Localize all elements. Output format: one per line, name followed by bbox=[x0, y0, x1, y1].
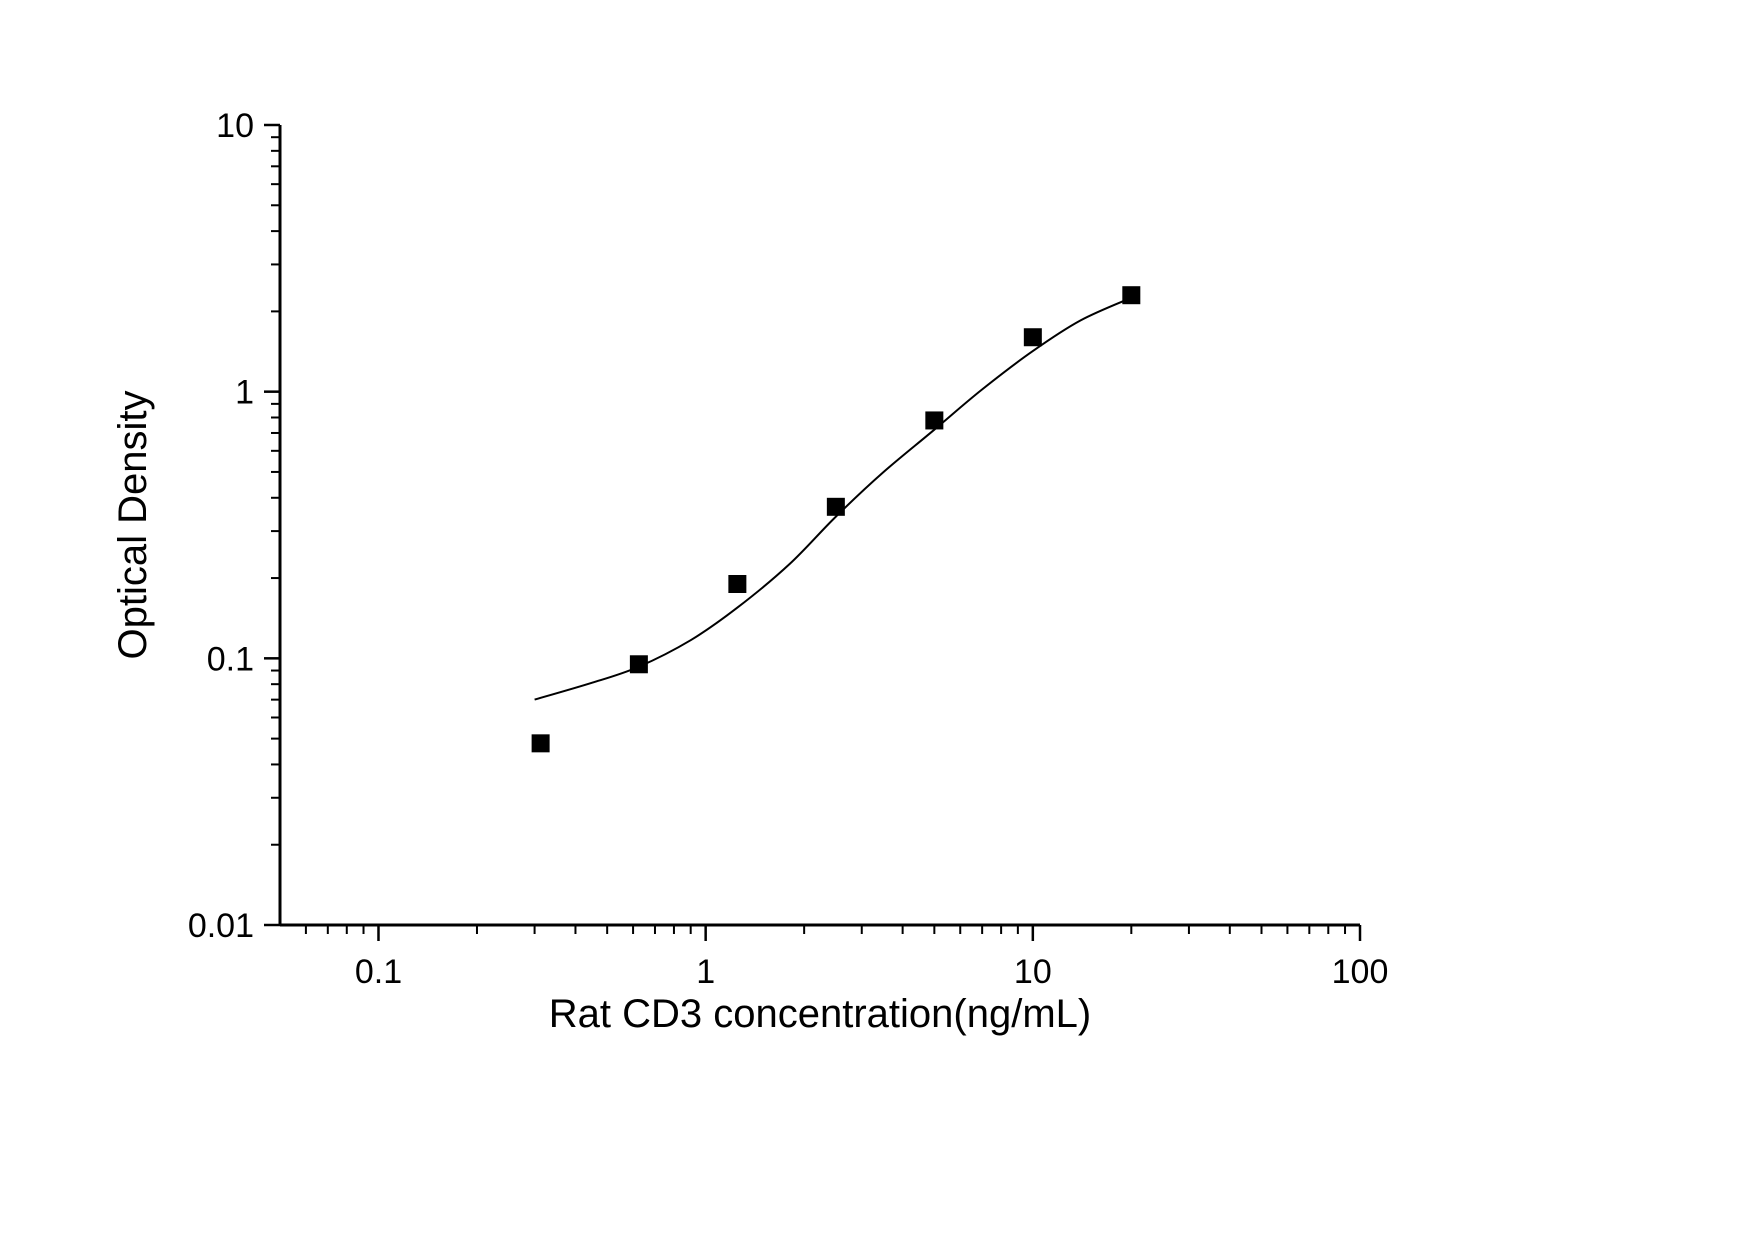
y-tick-label: 1 bbox=[235, 374, 254, 412]
data-points bbox=[531, 286, 1141, 753]
data-point-marker bbox=[1023, 328, 1042, 347]
tick-labels: 0.1 1 10 100 0.01 0.1 1 10 bbox=[188, 107, 1389, 991]
data-point-marker bbox=[1122, 286, 1141, 305]
x-axis-title: Rat CD3 concentration(ng/mL) bbox=[548, 992, 1092, 1036]
y-axis-title: Optical Density bbox=[111, 390, 155, 660]
x-tick-label: 0.1 bbox=[355, 953, 402, 991]
data-point-marker bbox=[629, 655, 648, 674]
data-point-marker bbox=[826, 497, 845, 516]
y-tick-label: 0.1 bbox=[207, 640, 254, 678]
x-tick-label: 1 bbox=[696, 953, 715, 991]
y-tick-label: 0.01 bbox=[188, 907, 254, 945]
axis-ticks bbox=[264, 123, 1362, 941]
x-tick-label: 100 bbox=[1332, 953, 1389, 991]
y-tick-label: 10 bbox=[216, 107, 254, 145]
x-tick-label: 10 bbox=[1014, 953, 1052, 991]
data-point-marker bbox=[925, 411, 944, 430]
data-point-marker bbox=[728, 574, 747, 593]
data-point-marker bbox=[531, 734, 550, 753]
axes bbox=[278, 125, 1360, 927]
